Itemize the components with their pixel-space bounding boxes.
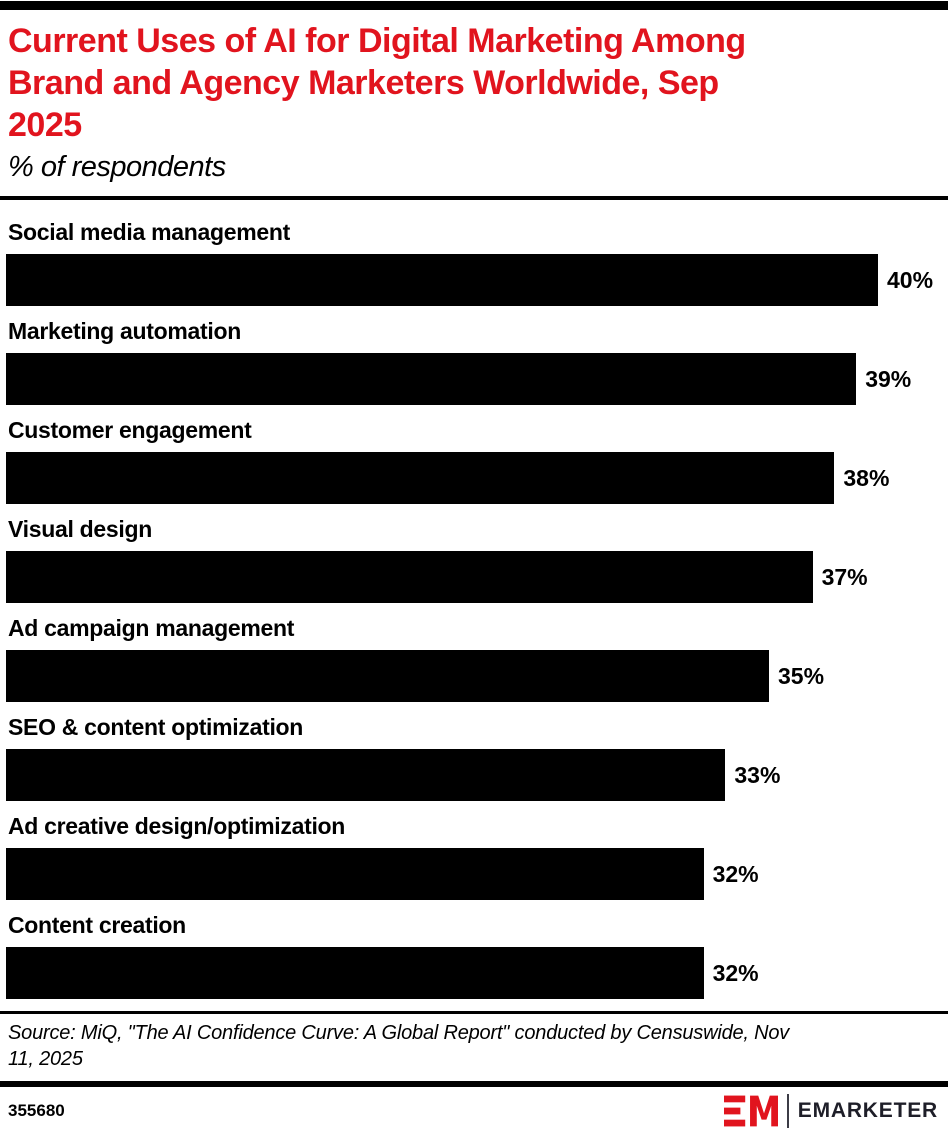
top-accent-bar xyxy=(0,1,948,10)
bar-label: Ad creative design/optimization xyxy=(8,813,346,840)
chart-id: 355680 xyxy=(8,1101,65,1121)
bar-row: Ad campaign management 35% xyxy=(6,615,940,703)
chart-header: Current Uses of AI for Digital Marketing… xyxy=(0,10,948,184)
bar xyxy=(6,749,726,802)
bar-line: 35% xyxy=(6,650,940,703)
bar-label: Customer engagement xyxy=(8,417,252,444)
bar-value: 38% xyxy=(843,464,890,491)
bar-value: 32% xyxy=(712,959,759,986)
bar-label: Social media management xyxy=(8,219,290,246)
bar-value: 40% xyxy=(887,266,934,293)
bar-label: Marketing automation xyxy=(8,318,241,345)
bar-value: 35% xyxy=(778,662,825,689)
bar-row: Customer engagement 38% xyxy=(6,417,940,505)
title-line-3: 2025 xyxy=(8,105,82,144)
bar xyxy=(6,650,769,703)
emarketer-logo: EMARKETER xyxy=(723,1094,938,1129)
bar-label: Ad campaign management xyxy=(8,615,295,642)
source-divider xyxy=(0,1011,948,1015)
bar-line: 32% xyxy=(6,947,940,1000)
bar-value: 37% xyxy=(821,563,868,590)
source-line-1: Source: MiQ, "The AI Confidence Curve: A… xyxy=(8,1022,790,1045)
bar xyxy=(6,254,878,307)
bar-line: 40% xyxy=(6,254,940,307)
bar-line: 33% xyxy=(6,749,940,802)
bar-label: Visual design xyxy=(8,516,152,543)
bar xyxy=(6,848,704,901)
bar-value: 32% xyxy=(712,860,759,887)
bar xyxy=(6,353,857,406)
bar xyxy=(6,551,813,604)
bar-line: 37% xyxy=(6,551,940,604)
source-line-2: 11, 2025 xyxy=(8,1048,83,1071)
source-note: Source: MiQ, "The AI Confidence Curve: A… xyxy=(0,1014,948,1081)
bar-label: Content creation xyxy=(8,912,186,939)
bar-row: Ad creative design/optimization 32% xyxy=(6,813,940,901)
bar-row: Content creation 32% xyxy=(6,912,940,1000)
bar xyxy=(6,452,835,505)
bar-value: 39% xyxy=(865,365,912,392)
page-title: Current Uses of AI for Digital Marketing… xyxy=(8,21,938,146)
bar-row: SEO & content optimization 33% xyxy=(6,714,940,802)
footer-bar: 355680 EMARKETER xyxy=(0,1087,948,1129)
bar-chart: Social media management 40% Marketing auto… xyxy=(0,200,948,1000)
title-line-1: Current Uses of AI for Digital Marketing… xyxy=(8,22,746,60)
bar-line: 32% xyxy=(6,848,940,901)
bar-line: 39% xyxy=(6,353,940,406)
bar-row: Visual design 37% xyxy=(6,516,940,604)
bar-line: 38% xyxy=(6,452,940,505)
bar-row: Marketing automation 39% xyxy=(6,318,940,406)
em-monogram-icon xyxy=(723,1096,778,1127)
title-line-2: Brand and Agency Marketers Worldwide, Se… xyxy=(8,63,719,102)
logo-separator xyxy=(786,1094,789,1129)
footer-divider xyxy=(0,1081,948,1088)
chart-subtitle: % of respondents xyxy=(8,151,226,184)
bar-value: 33% xyxy=(734,761,781,788)
header-divider xyxy=(0,196,948,201)
bar-label: SEO & content optimization xyxy=(8,714,304,741)
bar-row: Social media management 40% xyxy=(6,219,940,307)
bar xyxy=(6,947,704,1000)
emarketer-wordmark: EMARKETER xyxy=(797,1099,938,1123)
